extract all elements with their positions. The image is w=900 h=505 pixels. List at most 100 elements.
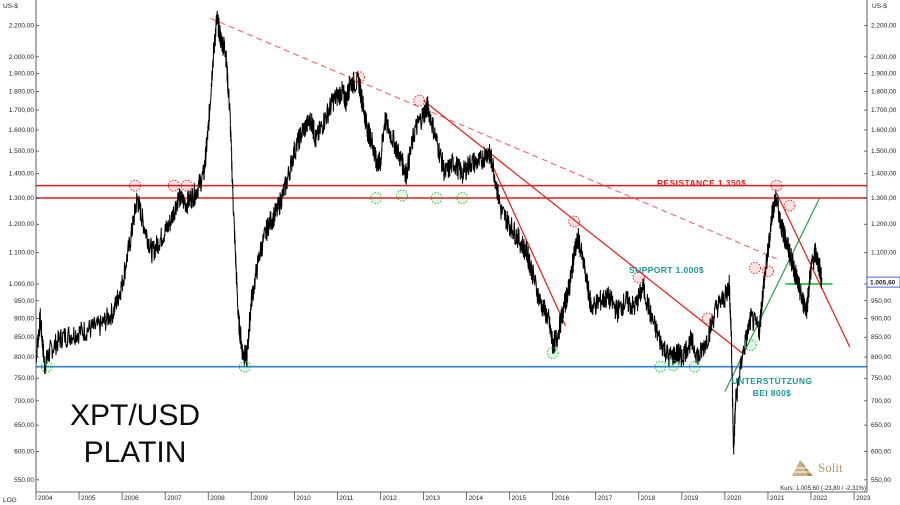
- highlight-circle: [749, 262, 762, 274]
- highlight-circle: [413, 94, 426, 107]
- x-tick-label: 2011: [339, 495, 353, 502]
- y-tick-label-left: 650,00: [14, 422, 34, 429]
- y-tick-label-left: 1.000,00: [9, 281, 35, 288]
- highlight-circle: [770, 179, 783, 192]
- highlight-circle: [238, 360, 251, 373]
- y-tick-label-left: 2.200,00: [9, 23, 35, 30]
- last-price-badge: 1.005,60: [866, 276, 900, 288]
- scale-mode-label: LOG: [3, 497, 17, 504]
- y-tick-label-right: 800,00: [871, 354, 891, 361]
- y-tick-label-right: 650,00: [871, 422, 891, 429]
- price-series-line: [35, 10, 823, 455]
- y-tick-label-right: 1.300,00: [871, 195, 897, 202]
- y-tick-label-left: 900,00: [14, 315, 34, 322]
- horizontal-reference-lines: [36, 184, 867, 368]
- y-tick-label-right: 1.500,00: [871, 148, 897, 155]
- highlight-circle: [370, 192, 383, 204]
- x-tick-label: 2006: [124, 495, 139, 502]
- highlight-circle: [568, 215, 581, 228]
- x-tick-label: 2004: [38, 495, 53, 502]
- highlight-circle: [546, 347, 559, 359]
- y-tick-label-right: 600,00: [871, 448, 891, 455]
- y-tick-label-left: 1.100,00: [9, 250, 35, 257]
- x-tick-label: 2008: [210, 495, 225, 502]
- x-tick-label: 2013: [426, 495, 441, 502]
- highlight-circle: [762, 265, 774, 278]
- brand-name: Solit: [818, 460, 843, 475]
- y-tick-label-left: 800,00: [14, 354, 34, 361]
- x-tick-label: 2017: [598, 495, 613, 502]
- y-tick-label-left: 1.500,00: [9, 148, 35, 155]
- x-tick-label: 2012: [382, 495, 397, 502]
- highlight-circle: [701, 312, 714, 325]
- highlight-circle: [667, 359, 680, 372]
- y-tick-label-left: 600,00: [14, 448, 34, 455]
- x-tick-label: 2023: [856, 495, 871, 502]
- trend-line: [483, 146, 567, 327]
- x-axis-ticks: 2004 2005 2006 2007 2008 2009 2010 2011 2012 2013…: [35, 492, 871, 502]
- highlight-circles: [40, 71, 796, 373]
- highlight-circle: [352, 71, 365, 84]
- x-tick-label: 2019: [684, 495, 699, 502]
- trend-line: [423, 100, 743, 354]
- highlight-circle: [396, 189, 408, 202]
- support-label: SUPPORT 1.000$: [629, 265, 704, 275]
- y-tick-label-left: 850,00: [14, 334, 34, 341]
- highlight-circle: [654, 360, 667, 373]
- trend-line: [210, 17, 777, 260]
- highlight-circle: [430, 192, 443, 204]
- unterstuetzung-label-line2: BEI 800$: [753, 388, 792, 398]
- y-tick-label-right: 1.600,00: [871, 127, 897, 134]
- highlight-circle: [129, 179, 141, 192]
- pyramid-icon: [790, 460, 815, 476]
- x-tick-label: 2016: [555, 495, 570, 502]
- y-tick-label-right: 550,00: [871, 477, 891, 484]
- y-tick-label-left: 700,00: [14, 398, 34, 405]
- y-tick-label-left: 1.400,00: [9, 171, 35, 178]
- y-tick-label-left: 550,00: [14, 477, 34, 484]
- y-tick-label-left: 750,00: [14, 375, 34, 382]
- y-tick-label-right: 700,00: [871, 398, 891, 405]
- trend-line: [776, 192, 851, 348]
- y-tick-label-right: 850,00: [871, 334, 891, 341]
- y-tick-label-right: 900,00: [871, 315, 891, 322]
- x-tick-label: 2022: [813, 495, 828, 502]
- y-tick-label-right: 1.100,00: [871, 250, 897, 257]
- y-tick-label-left: 1.600,00: [9, 127, 35, 134]
- left-y-axis-ticks: 550,00 600,00 650,00 700,00 750,00 800,00 850,…: [9, 23, 39, 484]
- y-tick-label-left: 1.300,00: [9, 195, 35, 202]
- x-tick-label: 2020: [727, 495, 742, 502]
- y-tick-label-left: 1.200,00: [9, 221, 35, 228]
- footer-quote: Kurs: 1.005,60 (-23,80 / -2,31%): [780, 486, 866, 492]
- last-price-value: 1.005,60: [870, 280, 896, 287]
- highlight-circle: [167, 179, 180, 192]
- y-tick-label-right: 2.000,00: [871, 54, 897, 61]
- y-tick-label-right: 1.900,00: [871, 71, 897, 78]
- solit-logo: Solit: [790, 460, 843, 476]
- y-tick-label-right: 950,00: [871, 298, 891, 305]
- y-tick-label-left: 950,00: [14, 298, 34, 305]
- y-tick-label-left: 1.900,00: [9, 71, 35, 78]
- y-tick-label-left: 2.000,00: [9, 54, 35, 61]
- x-tick-label: 2021: [770, 495, 785, 502]
- highlight-circle: [783, 199, 796, 212]
- right-y-axis-ticks: 550,00 600,00 650,00 700,00 750,00 800,00 850,…: [864, 23, 897, 484]
- x-tick-label: 2010: [296, 495, 311, 502]
- highlight-circle: [744, 339, 757, 351]
- highlight-circle: [632, 271, 645, 284]
- x-tick-label: 2015: [512, 495, 527, 502]
- highlight-circle: [688, 360, 701, 373]
- y-tick-label-left: 1.700,00: [9, 107, 35, 114]
- currency-label-left: US-$: [3, 3, 18, 10]
- y-tick-label-right: 1.400,00: [871, 171, 897, 178]
- unterstuetzung-label-line1: UNTERSTÜTZUNG: [732, 376, 813, 386]
- y-tick-label-right: 2.200,00: [871, 23, 897, 30]
- y-tick-label-right: 1.800,00: [871, 88, 897, 95]
- highlight-circle: [180, 179, 193, 192]
- currency-label-right: US-$: [872, 3, 887, 10]
- highlight-circle: [456, 192, 469, 204]
- x-tick-label: 2014: [469, 495, 484, 502]
- y-tick-label-left: 1.800,00: [9, 88, 35, 95]
- x-tick-label: 2005: [81, 495, 96, 502]
